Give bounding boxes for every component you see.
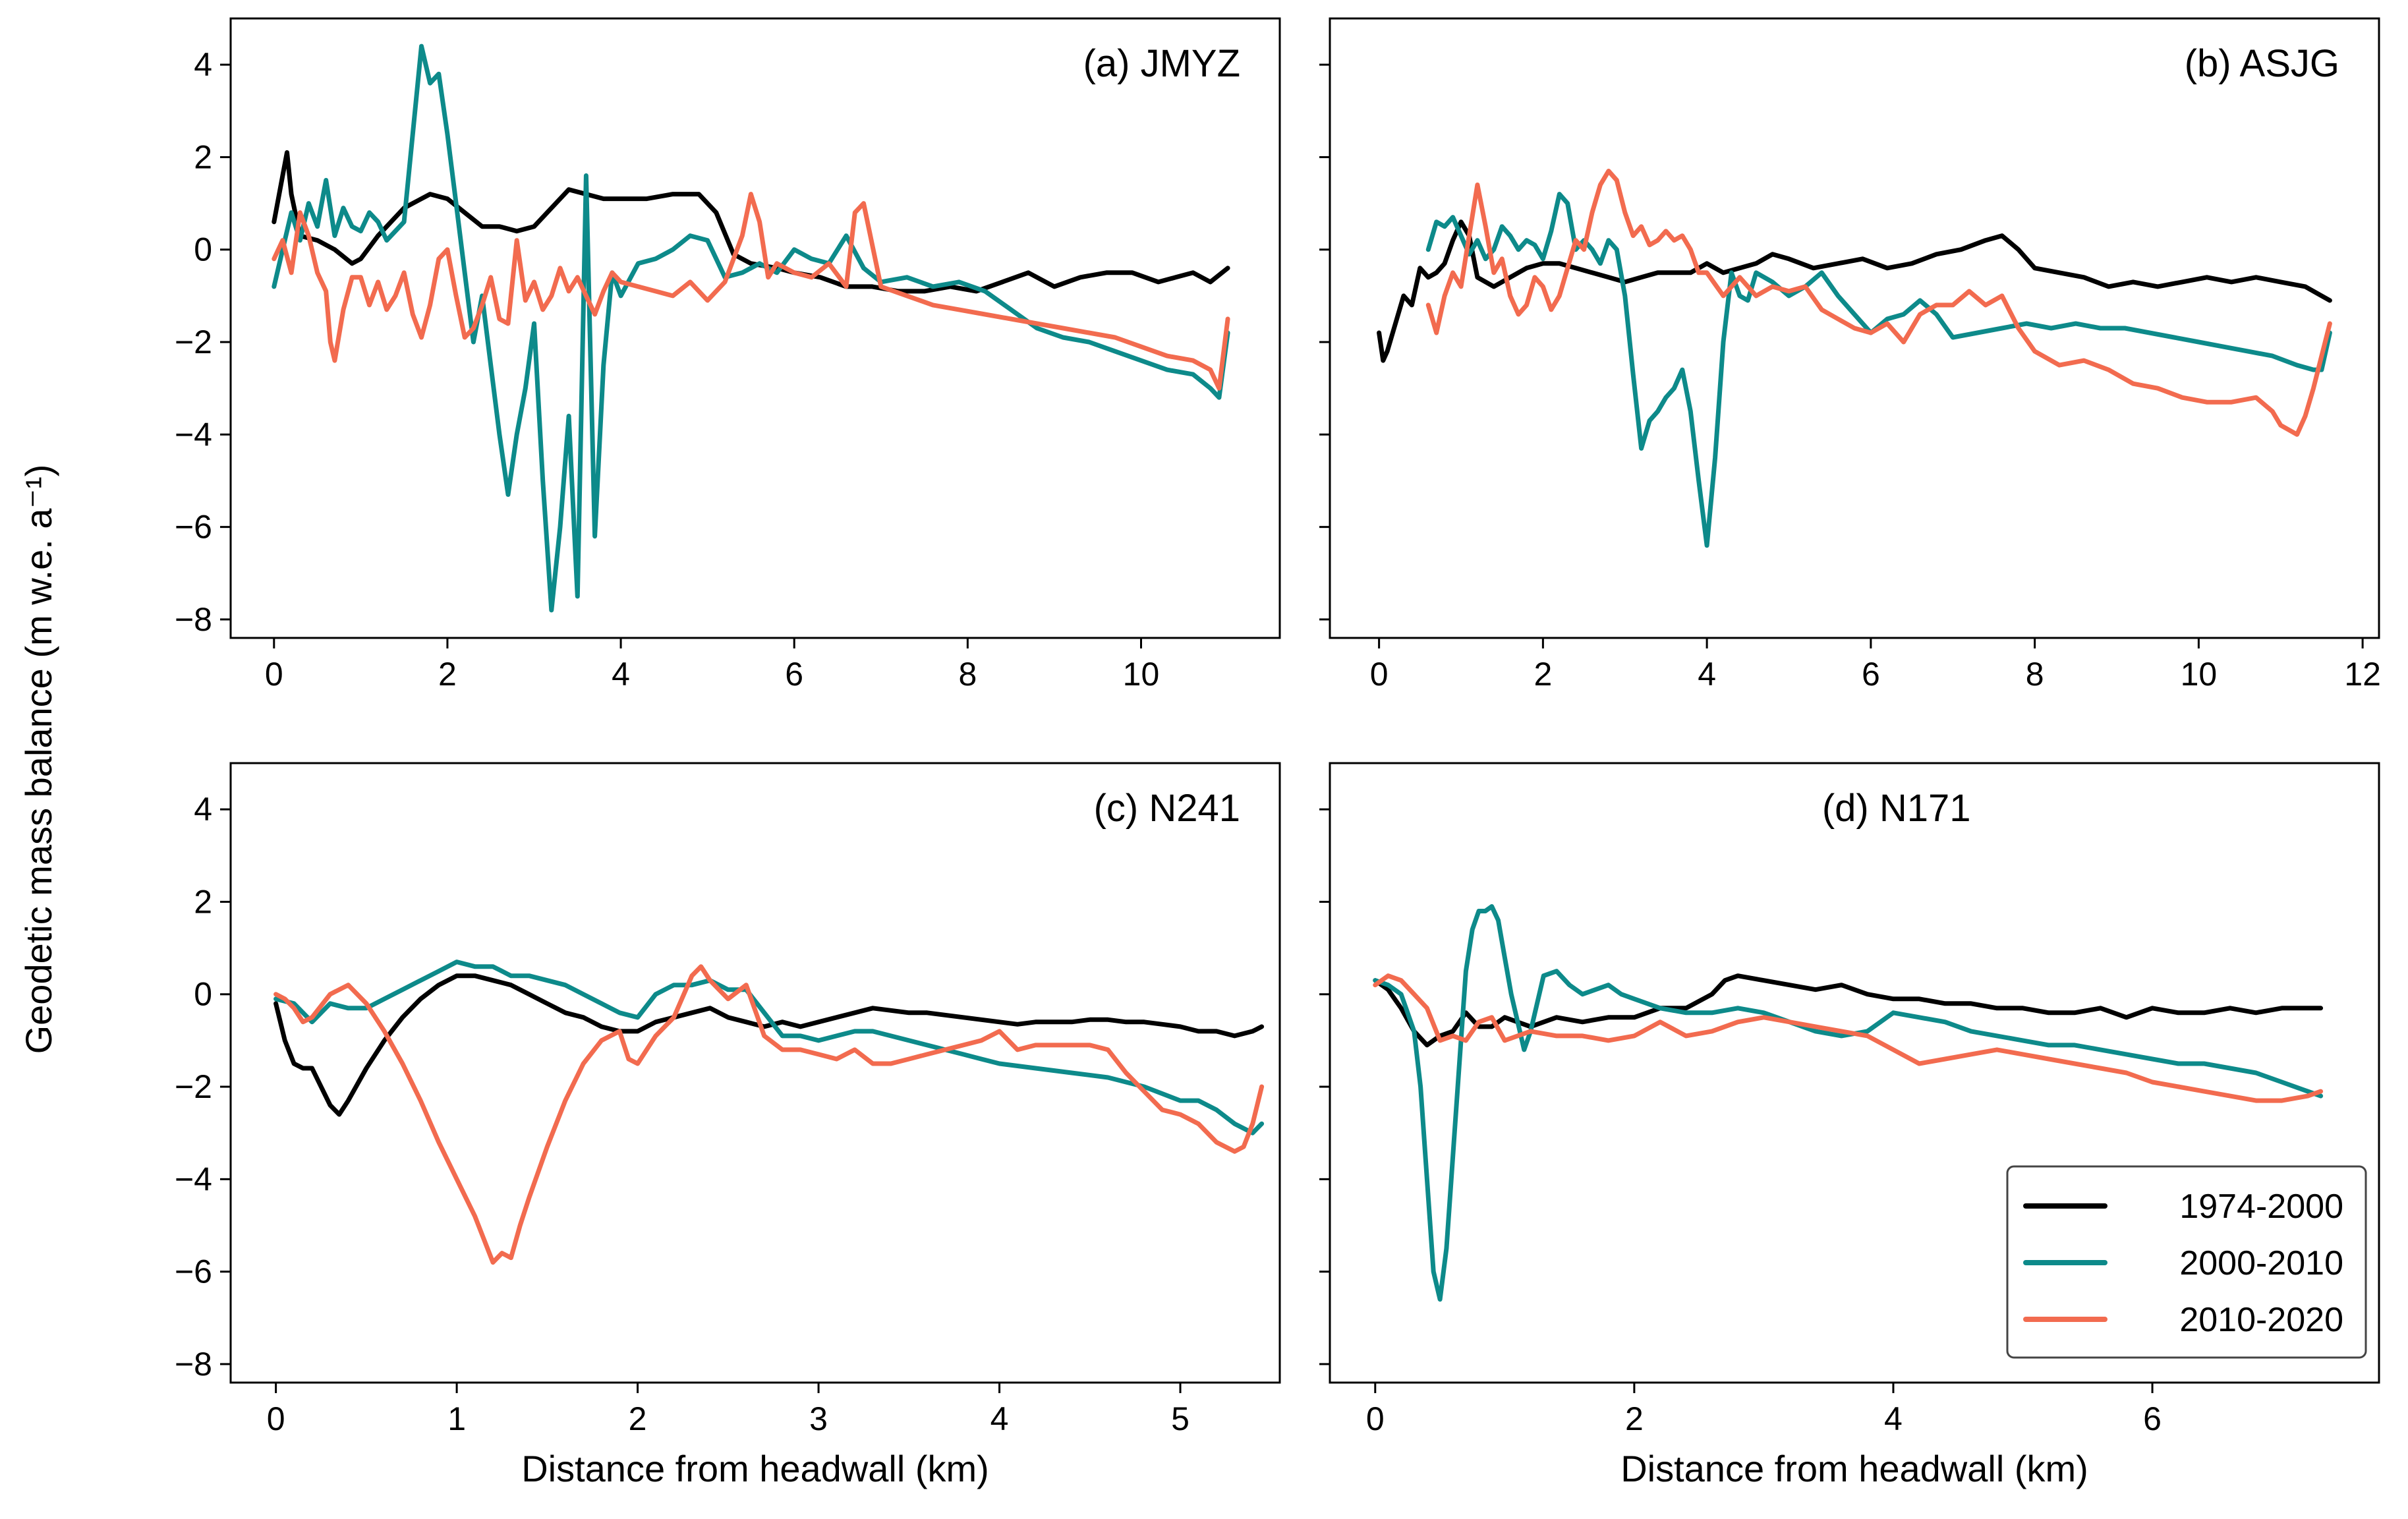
legend-label: 2010-2020 [2179, 1301, 2343, 1339]
y-tick-label: −2 [175, 324, 212, 360]
x-tick-label: 4 [1884, 1400, 1903, 1437]
panel-d-n171: 0 2 4 6 (d) N171 Distance from headwall (km) [1319, 762, 2380, 1489]
x-tick-label: 10 [2181, 656, 2218, 693]
series-line-2010-2020 [1425, 169, 2332, 437]
x-tick-label: 2 [1625, 1400, 1644, 1437]
axes-frame [229, 17, 1281, 639]
x-tick-label: 6 [2143, 1400, 2162, 1437]
x-tick-label: 3 [809, 1400, 828, 1437]
legend: 1974-2000 2000-2010 2010-2020 [2006, 1165, 2367, 1359]
panel-b-asjg: 0 2 4 6 8 10 12 (b) ASJG [1319, 17, 2381, 693]
panel-a-jmyz: 0 2 4 6 8 10 4 2 0 −2 −4 −6 −8 (a) JMYZ [175, 17, 1281, 693]
x-tick-label: 4 [990, 1400, 1009, 1437]
series-line-1974-2000 [273, 973, 1265, 1117]
x-tick-label: 2 [438, 656, 457, 693]
x-tick-label: 8 [958, 656, 977, 693]
x-axis-title: Distance from headwall (km) [1620, 1448, 2088, 1489]
x-tick-label: 0 [1370, 656, 1389, 693]
series-line-2010-2020 [273, 964, 1265, 1265]
series-group [1377, 169, 2332, 548]
x-tick-label: 1 [447, 1400, 466, 1437]
x-tick-label: 2 [1534, 656, 1552, 693]
series-line-2010-2020 [1373, 973, 2324, 1103]
x-tick-label: 8 [2026, 656, 2044, 693]
y-tick-label: 2 [194, 138, 212, 175]
y-tick-label: 0 [194, 976, 212, 1013]
y-tick-label: 0 [194, 231, 212, 268]
x-tick-label: 0 [265, 656, 283, 693]
x-tick-label: 0 [1366, 1400, 1385, 1437]
series-line-2010-2020 [272, 192, 1230, 391]
legend-label: 1974-2000 [2179, 1188, 2343, 1226]
x-tick-label: 6 [785, 656, 803, 693]
legend-box [2006, 1165, 2367, 1359]
y-tick-label: −6 [175, 509, 212, 546]
y-axis-title: Geodetic mass balance (m w.e. a⁻¹) [18, 465, 59, 1054]
y-tick-label: 2 [194, 883, 212, 920]
series-line-2000-2010 [1373, 904, 2324, 1302]
x-tick-label: 4 [1698, 656, 1716, 693]
x-axis-title: Distance from headwall (km) [521, 1448, 989, 1489]
legend-label: 2000-2010 [2179, 1244, 2343, 1282]
x-tick-label: 2 [629, 1400, 647, 1437]
panel-title: (b) ASJG [2185, 42, 2339, 85]
series-line-1974-2000 [272, 150, 1230, 294]
axes-frame [1329, 762, 2380, 1384]
series-line-2000-2010 [1425, 192, 2332, 548]
x-tick-label: 0 [267, 1400, 285, 1437]
y-tick-label: −4 [175, 1161, 212, 1197]
series-group [272, 43, 1230, 613]
y-tick-label: −4 [175, 416, 212, 453]
y-tick-label: −6 [175, 1253, 212, 1290]
axes-frame [229, 762, 1281, 1384]
panel-title: (d) N171 [1822, 787, 1971, 830]
series-line-2000-2010 [272, 43, 1230, 613]
x-tick-label: 5 [1171, 1400, 1190, 1437]
y-tick-label: −8 [175, 601, 212, 638]
x-tick-label: 4 [612, 656, 630, 693]
series-group [273, 960, 1265, 1265]
series-group [1373, 904, 2324, 1302]
series-line-1974-2000 [1373, 973, 2324, 1048]
axes-frame [1329, 17, 2380, 639]
x-tick-label: 6 [1862, 656, 1880, 693]
series-line-2000-2010 [273, 960, 1265, 1135]
y-tick-label: −2 [175, 1068, 212, 1105]
panel-title: (c) N241 [1094, 787, 1240, 830]
y-tick-label: 4 [194, 46, 212, 83]
series-line-1974-2000 [1377, 219, 2332, 363]
x-tick-label: 12 [2344, 656, 2381, 693]
panel-title: (a) JMYZ [1083, 42, 1240, 85]
y-tick-label: −8 [175, 1346, 212, 1383]
panel-c-n241: 0 1 2 3 4 5 4 2 0 −2 −4 −6 −8 (c) N241 Distance from h… [175, 762, 1281, 1489]
x-tick-label: 10 [1123, 656, 1160, 693]
y-tick-label: 4 [194, 791, 212, 828]
